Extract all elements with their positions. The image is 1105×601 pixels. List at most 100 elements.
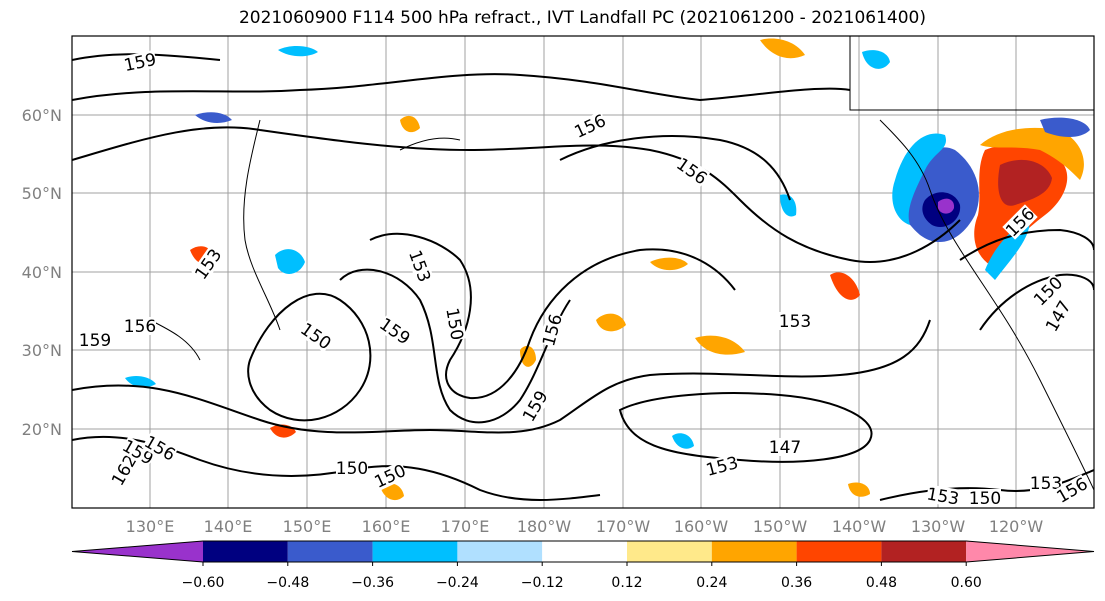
colorbar-tick-label: −0.12 xyxy=(521,575,564,591)
contour-line xyxy=(72,73,851,102)
colorbar-segment xyxy=(457,541,543,562)
lon-tick-label: 140°E xyxy=(204,517,253,536)
contour-label-bg xyxy=(1002,204,1038,240)
patch-10 xyxy=(695,335,745,355)
contour-label-bg xyxy=(571,111,609,141)
positive-anomaly-outer xyxy=(980,127,1084,180)
lon-tick-label: 150°W xyxy=(753,517,808,536)
contour-line xyxy=(247,292,372,422)
contour-label-bg xyxy=(108,451,140,489)
patch-7 xyxy=(830,272,860,300)
blue-patch-east xyxy=(1040,117,1090,137)
lon-tick-label: 150°E xyxy=(283,517,332,536)
patch-15 xyxy=(400,115,420,133)
patch-18 xyxy=(848,482,870,497)
latitude-tick-labels: 60°N 50°N 40°N 30°N 20°N xyxy=(22,106,62,439)
contour-line xyxy=(369,232,736,400)
lon-tick-label: 160°E xyxy=(362,517,411,536)
colorbar-labels: −0.60 −0.48 −0.36 −0.24 −0.12 0.12 0.24 0.36 0.4… xyxy=(182,562,982,591)
patch-4 xyxy=(275,249,305,274)
lat-tick-label: 40°N xyxy=(22,263,62,282)
contour-label-bg xyxy=(376,314,414,348)
contour-label: 153 xyxy=(1030,474,1062,494)
patch-17 xyxy=(780,194,797,217)
lon-tick-label: 130°E xyxy=(126,517,175,536)
contour-label: 153 xyxy=(779,312,811,332)
contour-line xyxy=(339,268,571,424)
colorbar-segment xyxy=(203,541,288,562)
colorbar-tick-label: 0.12 xyxy=(611,575,642,591)
contour-label: 153 xyxy=(925,484,960,509)
shaded-anomalies xyxy=(125,38,1090,501)
patch-13 xyxy=(125,376,156,388)
map-title: 2021060900 F114 500 hPa refract., IVT La… xyxy=(238,8,926,28)
contour-label: 150 xyxy=(969,489,1001,509)
contour-label-bg xyxy=(336,459,368,477)
contour-label-bg xyxy=(769,438,801,456)
patch-16 xyxy=(520,345,536,367)
negative-anomaly-outer xyxy=(892,133,946,225)
lat-tick-label: 20°N xyxy=(22,420,62,439)
colorbar-segment xyxy=(966,541,1094,562)
lon-tick-label: 130°W xyxy=(911,517,966,536)
contour-label-bg xyxy=(969,489,1001,507)
map-gridlines xyxy=(72,36,1094,508)
lat-tick-label: 60°N xyxy=(22,106,62,125)
patch-2 xyxy=(195,112,232,123)
contour-label: 150 xyxy=(336,459,368,479)
contour-label-bg xyxy=(122,49,158,75)
contour-label-bg xyxy=(119,436,157,468)
colorbar-tick-label: 0.24 xyxy=(696,575,727,591)
contour-label-bg xyxy=(141,432,179,464)
lat-tick-label: 50°N xyxy=(22,184,62,203)
contour-label-bg xyxy=(1030,474,1062,492)
contour-label: 159 xyxy=(79,331,111,351)
colorbar-segment xyxy=(542,541,627,562)
map-border xyxy=(71,35,1095,509)
contour-label-bg xyxy=(443,306,467,342)
contour-label-bg xyxy=(704,453,740,479)
negative-anomaly-purple xyxy=(938,198,955,214)
colorbar-tick-label: −0.60 xyxy=(182,575,225,591)
colorbar-segment xyxy=(372,541,458,562)
patch-14 xyxy=(672,433,694,449)
patch-1 xyxy=(278,46,318,57)
contour-line xyxy=(72,126,961,263)
colorbar-tick-label: −0.24 xyxy=(436,575,479,591)
colorbar-segment xyxy=(881,541,967,562)
contour-line xyxy=(979,273,1094,331)
contour-label-bg xyxy=(124,317,156,335)
colorbar-segment xyxy=(796,541,882,562)
contour-label-bg xyxy=(1030,273,1066,309)
patch-5 xyxy=(760,38,805,59)
colorbar-segment xyxy=(627,541,712,562)
contour-label: 147 xyxy=(769,438,801,458)
contour-label: 156 xyxy=(124,317,156,337)
contour-label-bg xyxy=(1053,474,1091,506)
contour-label-bg xyxy=(297,319,335,353)
contour-label-bg xyxy=(519,387,551,425)
positive-anomaly-core xyxy=(998,159,1052,206)
colorbar xyxy=(71,540,1095,563)
contour-line xyxy=(959,228,1094,261)
colorbar-segment xyxy=(711,541,797,562)
contour-line xyxy=(618,392,873,463)
coastlines xyxy=(149,36,1094,491)
lon-tick-label: 170°E xyxy=(441,517,490,536)
longitude-tick-labels: 130°E 140°E 150°E 160°E 170°E 180°W 170°W 160°W… xyxy=(126,517,1044,536)
colorbar-tick-label: −0.36 xyxy=(351,575,394,591)
colorbar-tick-label: −0.48 xyxy=(266,575,309,591)
lon-tick-label: 160°W xyxy=(674,517,729,536)
contour-label-bg xyxy=(673,154,711,188)
contour-label-bg xyxy=(539,312,565,348)
colorbar-tick-label: 0.60 xyxy=(951,575,982,591)
contour-label-bg xyxy=(406,247,434,285)
patch-6 xyxy=(862,50,890,69)
colorbar-tick-label: 0.36 xyxy=(781,575,812,591)
colorbar-segment xyxy=(287,541,373,562)
contours xyxy=(72,53,1094,501)
contour-label-bg xyxy=(191,245,225,283)
contour-line xyxy=(559,135,791,201)
contour-label-bg xyxy=(925,484,961,508)
